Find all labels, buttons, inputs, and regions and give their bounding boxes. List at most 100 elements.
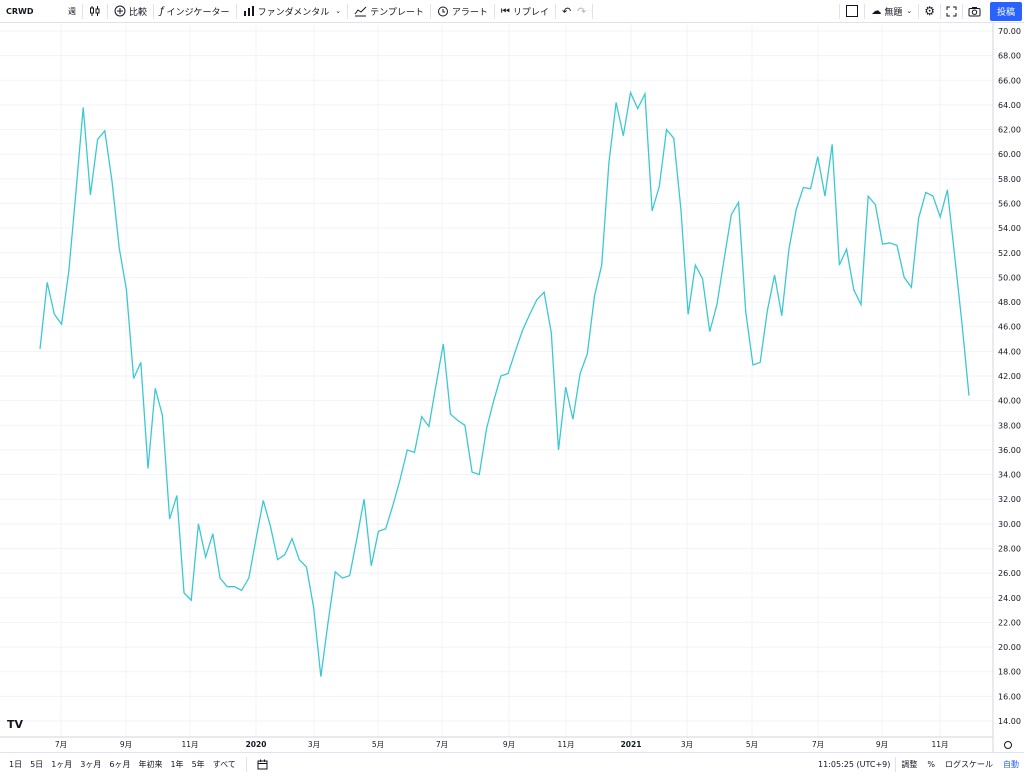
fx-icon: ƒ	[160, 5, 164, 17]
alert-button[interactable]: アラート	[431, 0, 494, 22]
price-series-line	[39, 90, 970, 677]
price-tick-label: 64.00	[998, 101, 1021, 110]
templates-button[interactable]: テンプレート	[348, 0, 430, 22]
tradingview-logo-icon: TV	[7, 718, 24, 731]
price-axis[interactable]: 70.00 68.00 66.00 64.00 62.00 60.00 58.00 56.00…	[998, 27, 1021, 726]
toolbar-divider	[347, 3, 349, 19]
price-tick-label: 22.00	[998, 618, 1021, 627]
toolbar-divider	[82, 3, 83, 19]
indicators-button[interactable]: ƒ インジケーター	[154, 0, 236, 22]
settings-button[interactable]: ⚙	[919, 0, 940, 22]
toolbar-divider	[939, 3, 941, 19]
toolbar-divider	[554, 3, 556, 19]
fundamentals-label: ファンダメンタル	[257, 7, 330, 18]
chart-type-button[interactable]	[83, 0, 107, 22]
post-label: 投稿	[996, 7, 1015, 18]
auto-scale-toggle[interactable]: 自動	[1003, 759, 1019, 769]
time-tick-label: 9月	[876, 740, 888, 749]
range-button[interactable]: 3ヶ月	[80, 759, 102, 769]
camera-icon	[968, 6, 981, 16]
time-tick-label: 2021	[621, 740, 642, 749]
undo-icon: ↶	[561, 4, 572, 18]
price-tick-label: 30.00	[998, 520, 1021, 529]
price-tick-label: 70.00	[998, 27, 1021, 36]
post-button[interactable]: 投稿	[989, 1, 1022, 21]
compare-button[interactable]: 比較	[108, 0, 153, 22]
price-tick-label: 46.00	[998, 323, 1021, 332]
price-tick-label: 60.00	[998, 150, 1021, 159]
price-tick-label: 56.00	[998, 200, 1021, 209]
price-tick-label: 20.00	[998, 643, 1021, 652]
toolbar-divider	[918, 3, 920, 19]
symbol-search-button[interactable]: CRWD	[0, 0, 62, 22]
fullscreen-icon	[946, 6, 957, 16]
price-tick-label: 66.00	[998, 76, 1021, 85]
goto-date-button[interactable]	[253, 753, 272, 775]
price-tick-label: 18.00	[998, 668, 1021, 677]
fullscreen-button[interactable]	[941, 0, 962, 22]
range-button[interactable]: 年初来	[138, 759, 163, 769]
price-tick-label: 34.00	[998, 471, 1021, 480]
time-tick-label: 3月	[308, 740, 320, 749]
time-tick-label: 7月	[436, 740, 448, 749]
calendar-icon	[257, 759, 268, 769]
range-button[interactable]: 6ヶ月	[109, 759, 131, 769]
toolbar-divider	[107, 3, 108, 19]
adjust-toggle[interactable]: 調整	[901, 759, 918, 769]
toolbar-divider	[429, 3, 431, 19]
toolbar-divider	[153, 3, 155, 19]
chart-grid	[0, 23, 993, 737]
price-tick-label: 38.00	[998, 421, 1021, 430]
price-tick-label: 42.00	[998, 372, 1021, 381]
top-toolbar: CRWD 週 比較 ƒ インジケーター ファンダメンタル ⌄ テンプレート アラ…	[0, 0, 1024, 23]
bar-chart-icon	[243, 6, 254, 16]
clock-timezone-button[interactable]: 11:05:25 (UTC+9)	[818, 759, 891, 769]
plus-circle-icon	[114, 5, 126, 17]
replay-button[interactable]: ⏮ リプレイ	[495, 0, 555, 22]
template-icon	[354, 6, 367, 17]
interval-button[interactable]: 週	[62, 0, 82, 22]
time-tick-label: 3月	[681, 740, 693, 749]
toolbar-right-group: ☁ 無題 ⌄ ⚙ 投稿	[839, 0, 1024, 22]
alert-label: アラート	[451, 7, 488, 18]
percent-scale-toggle[interactable]: %	[927, 759, 935, 769]
range-button[interactable]: 1日	[9, 759, 23, 769]
snapshot-button[interactable]	[963, 0, 986, 22]
log-scale-toggle[interactable]: ログスケール	[945, 759, 993, 769]
redo-button[interactable]: ↷	[577, 0, 592, 22]
fundamentals-button[interactable]: ファンダメンタル ⌄	[237, 0, 348, 22]
layout-icon	[846, 5, 859, 17]
price-tick-label: 36.00	[998, 446, 1021, 455]
price-tick-label: 26.00	[998, 569, 1021, 578]
toolbar-divider	[493, 3, 495, 19]
compare-label: 比較	[129, 7, 148, 18]
gear-icon	[1004, 741, 1012, 749]
price-chart[interactable]: 70.00 68.00 66.00 64.00 62.00 60.00 58.00 56.00…	[0, 23, 1024, 752]
time-tick-label: 7月	[812, 740, 824, 749]
range-button[interactable]: 1年	[170, 759, 184, 769]
time-tick-label: 7月	[55, 740, 67, 749]
axis-settings-button[interactable]	[1004, 741, 1012, 749]
time-tick-label: 11月	[931, 740, 948, 749]
range-button[interactable]: 1ヶ月	[51, 759, 73, 769]
time-tick-label: 11月	[181, 740, 198, 749]
price-tick-label: 24.00	[998, 594, 1021, 603]
range-button[interactable]: 5日	[30, 759, 44, 769]
theme-menu-button[interactable]: ☁ 無題 ⌄	[865, 0, 918, 22]
indicators-label: インジケーター	[166, 7, 230, 18]
chevron-down-icon: ⌄	[906, 7, 913, 15]
price-tick-label: 62.00	[998, 126, 1021, 135]
time-tick-label: 5月	[746, 740, 758, 749]
theme-label: 無題	[884, 7, 903, 18]
range-button[interactable]: 5年	[191, 759, 205, 769]
candles-icon	[90, 6, 100, 16]
time-axis[interactable]: 7月 9月 11月 2020 3月 5月 7月 9月 11月 2021 3月 5月 7月 9月 11月	[55, 740, 949, 749]
price-tick-label: 48.00	[998, 298, 1021, 307]
layout-button[interactable]	[840, 0, 864, 22]
price-tick-label: 40.00	[998, 397, 1021, 406]
price-tick-label: 28.00	[998, 545, 1021, 554]
undo-button[interactable]: ↶	[556, 0, 577, 22]
range-button[interactable]: すべて	[212, 759, 236, 769]
toolbar-divider	[864, 3, 866, 19]
bottom-right-group: 11:05:25 (UTC+9) 調整 % ログスケール 自動	[813, 756, 1024, 772]
